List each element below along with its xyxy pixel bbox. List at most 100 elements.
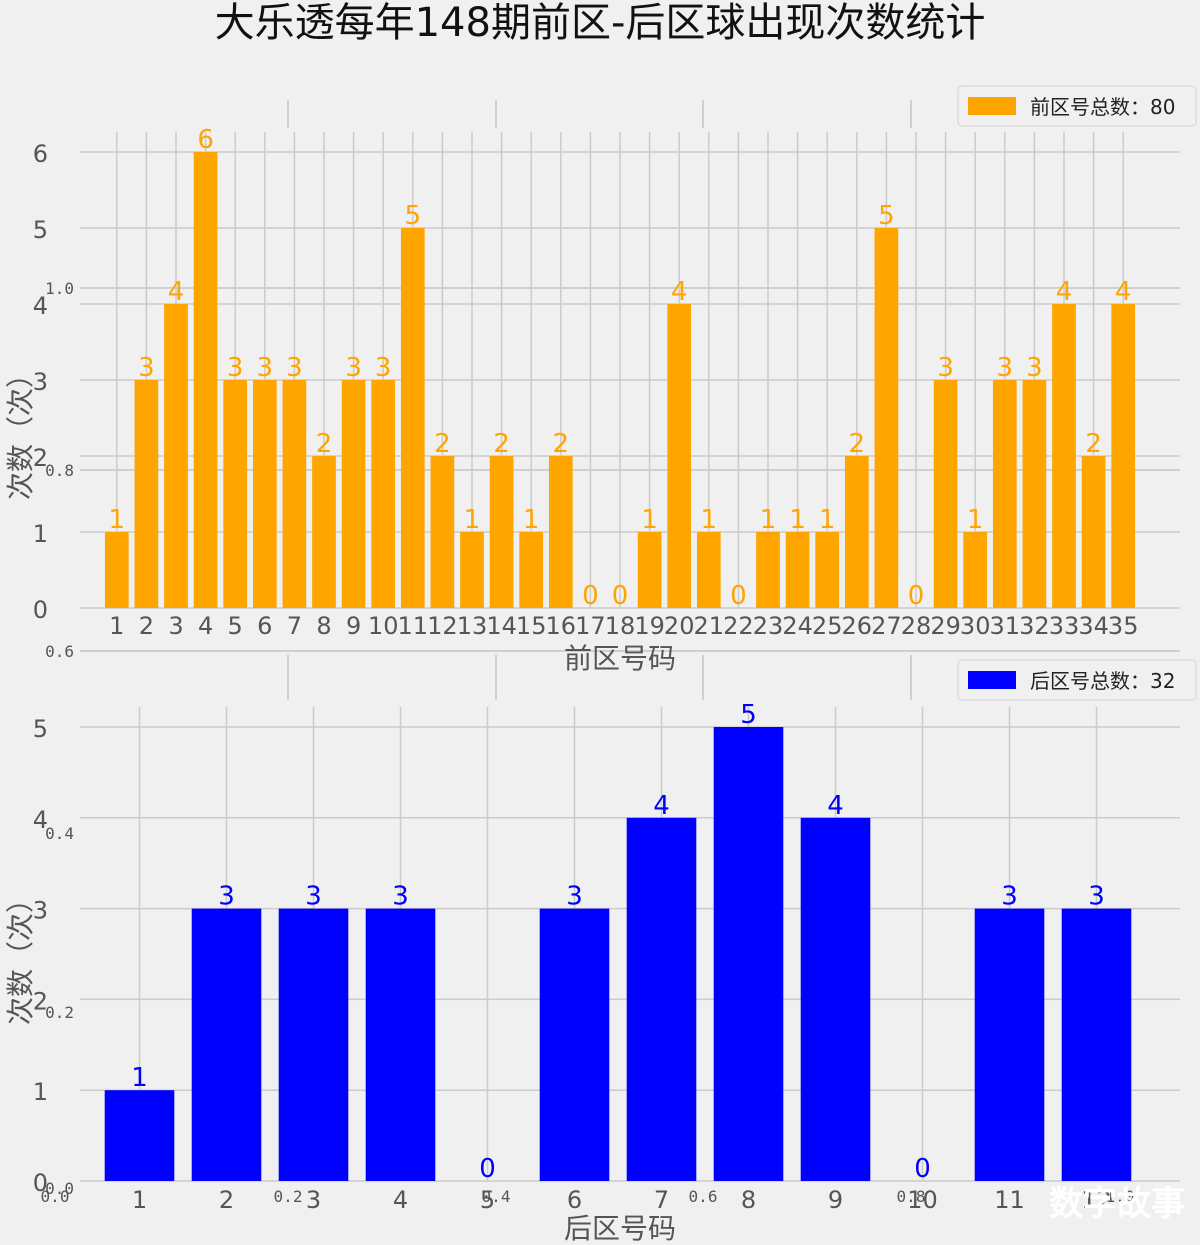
legend-box xyxy=(957,85,1197,127)
bar xyxy=(785,532,810,608)
ghost-y-tick-label: 0.0 xyxy=(45,1179,74,1198)
ghost-x-tick-label: 0.6 xyxy=(689,1187,718,1206)
ghost-y-tick-label: 1.0 xyxy=(45,279,74,298)
bar xyxy=(800,817,871,1181)
x-tick-label: 2 xyxy=(139,612,154,640)
x-tick-label: 5 xyxy=(480,1186,495,1214)
y-axis-label: 次数（次） xyxy=(4,360,37,500)
bar xyxy=(341,380,366,608)
bar xyxy=(1061,908,1132,1181)
bar-value-label: 3 xyxy=(1088,882,1105,912)
x-tick-label: 2 xyxy=(219,1186,234,1214)
bar xyxy=(278,908,349,1181)
x-tick-label: 3 xyxy=(306,1186,321,1214)
ghost-y-tick-label: 0.8 xyxy=(45,461,74,480)
x-tick-label: 1 xyxy=(132,1186,147,1214)
bar xyxy=(713,727,784,1181)
bar xyxy=(371,380,396,608)
bar-value-label: 0 xyxy=(612,581,629,611)
bar-value-label: 1 xyxy=(464,505,481,535)
bar xyxy=(637,532,662,608)
legend: 前区号总数：80 xyxy=(957,85,1197,127)
ghost-x-tick-label: 0.2 xyxy=(274,1187,303,1206)
bar xyxy=(460,532,484,608)
bar-value-label: 3 xyxy=(1001,882,1018,912)
bar xyxy=(191,908,262,1181)
y-tick-label: 3 xyxy=(33,897,48,925)
y-tick-label: 2 xyxy=(33,444,48,472)
legend: 后区号总数：32 xyxy=(957,659,1197,701)
y-tick-label: 4 xyxy=(33,292,48,320)
y-tick-label: 0 xyxy=(33,596,48,624)
x-tick-label: 8 xyxy=(741,1186,756,1214)
x-axis-label: 后区号码 xyxy=(564,1212,676,1245)
bar-value-label: 0 xyxy=(479,1154,496,1184)
x-tick-label: 12 xyxy=(1081,1186,1112,1214)
x-tick-label: 11 xyxy=(398,612,429,640)
x-tick-label: 1 xyxy=(109,612,124,640)
x-tick-label: 18 xyxy=(605,612,636,640)
ghost-y-tick-label: 0.6 xyxy=(45,642,74,661)
bar xyxy=(1081,456,1106,608)
x-tick-label: 17 xyxy=(575,612,606,640)
x-tick-label: 7 xyxy=(654,1186,669,1214)
legend-swatch xyxy=(968,671,1016,689)
bar xyxy=(815,532,840,608)
bar-value-label: 2 xyxy=(1085,429,1102,459)
bar-value-label: 6 xyxy=(197,125,214,155)
y-tick-label: 5 xyxy=(33,715,48,743)
x-tick-label: 33 xyxy=(1049,612,1080,640)
ghost-y-tick-label: 0.4 xyxy=(45,824,74,843)
x-tick-label: 9 xyxy=(346,612,361,640)
y-axis-label: 次数（次） xyxy=(4,885,37,1025)
bar xyxy=(626,817,697,1181)
bar xyxy=(400,228,425,608)
bar xyxy=(844,456,869,608)
ghost-x-tick-label: 0.0 xyxy=(41,1187,70,1206)
bar xyxy=(756,532,780,608)
bar-value-label: 4 xyxy=(168,277,185,307)
x-tick-label: 34 xyxy=(1078,612,1109,640)
x-tick-label: 4 xyxy=(198,612,213,640)
bar-value-label: 3 xyxy=(345,353,362,383)
y-tick-label: 4 xyxy=(33,806,48,834)
bar-value-label: 4 xyxy=(1056,277,1073,307)
bar-value-label: 1 xyxy=(760,505,777,535)
bar-value-label: 4 xyxy=(1115,277,1132,307)
bar xyxy=(539,908,610,1181)
legend-text: 前区号总数：80 xyxy=(1030,95,1175,119)
ghost-x-tick-label: 0.8 xyxy=(897,1187,926,1206)
x-tick-label: 14 xyxy=(486,612,517,640)
bar-value-label: 4 xyxy=(653,791,670,821)
y-tick-label: 6 xyxy=(33,140,48,168)
legend-box xyxy=(957,659,1197,701)
bar xyxy=(365,908,436,1181)
legend-swatch xyxy=(968,97,1016,115)
bar xyxy=(430,456,455,608)
bar xyxy=(974,908,1045,1181)
x-tick-label: 12 xyxy=(427,612,458,640)
bar-value-label: 0 xyxy=(730,581,747,611)
bar-value-label: 4 xyxy=(671,277,688,307)
watermark-text: 数字故事 xyxy=(1049,1184,1185,1224)
y-tick-label: 1 xyxy=(33,1078,48,1106)
y-tick-label: 2 xyxy=(33,987,48,1015)
x-tick-label: 13 xyxy=(457,612,488,640)
bar xyxy=(489,456,514,608)
ghost-x-tick-label: 0.4 xyxy=(482,1187,511,1206)
bar-value-label: 0 xyxy=(582,581,599,611)
x-tick-label: 28 xyxy=(901,612,932,640)
x-tick-label: 10 xyxy=(907,1186,938,1214)
bar xyxy=(104,1090,175,1181)
bar-value-label: 2 xyxy=(553,429,570,459)
bar-value-label: 3 xyxy=(227,353,244,383)
x-tick-label: 5 xyxy=(228,612,243,640)
legend-text: 后区号总数：32 xyxy=(1030,669,1175,693)
bar xyxy=(696,532,721,608)
x-tick-label: 29 xyxy=(930,612,961,640)
chart-title: 大乐透每年148期前区-后区球出现次数统计 xyxy=(215,0,986,46)
bar-value-label: 3 xyxy=(392,882,409,912)
x-tick-label: 22 xyxy=(723,612,754,640)
